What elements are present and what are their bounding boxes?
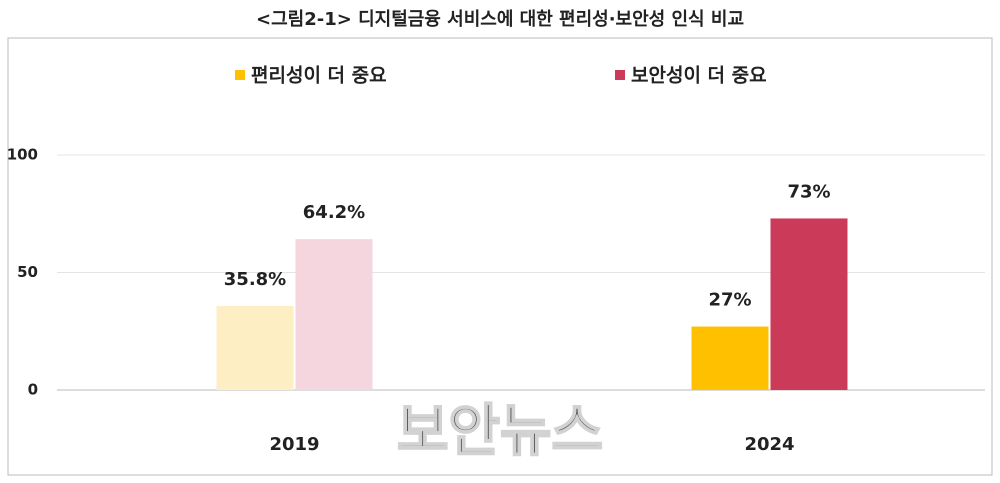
- y-tick-label: 100: [7, 146, 38, 164]
- legend-swatch: [235, 70, 245, 80]
- legend-label: 편리성이 더 중요: [251, 65, 387, 87]
- data-label: 27%: [708, 290, 751, 311]
- data-label: 35.8%: [224, 269, 286, 290]
- bar: [691, 326, 769, 390]
- data-label: 64.2%: [303, 202, 365, 223]
- bar: [295, 239, 373, 390]
- legend-swatch: [615, 70, 625, 80]
- watermark: 보안뉴스: [397, 399, 603, 464]
- chart-title: <그림2-1> 디지털금융 서비스에 대한 편리성·보안성 인식 비교: [256, 9, 744, 30]
- bar: [216, 305, 294, 390]
- x-tick-label: 2024: [744, 434, 794, 455]
- y-tick-label: 50: [17, 263, 38, 281]
- x-tick-label: 2019: [269, 434, 319, 455]
- bar: [770, 218, 848, 390]
- legend-label: 보안성이 더 중요: [631, 65, 767, 87]
- y-tick-label: 0: [28, 381, 38, 399]
- data-label: 73%: [787, 181, 830, 202]
